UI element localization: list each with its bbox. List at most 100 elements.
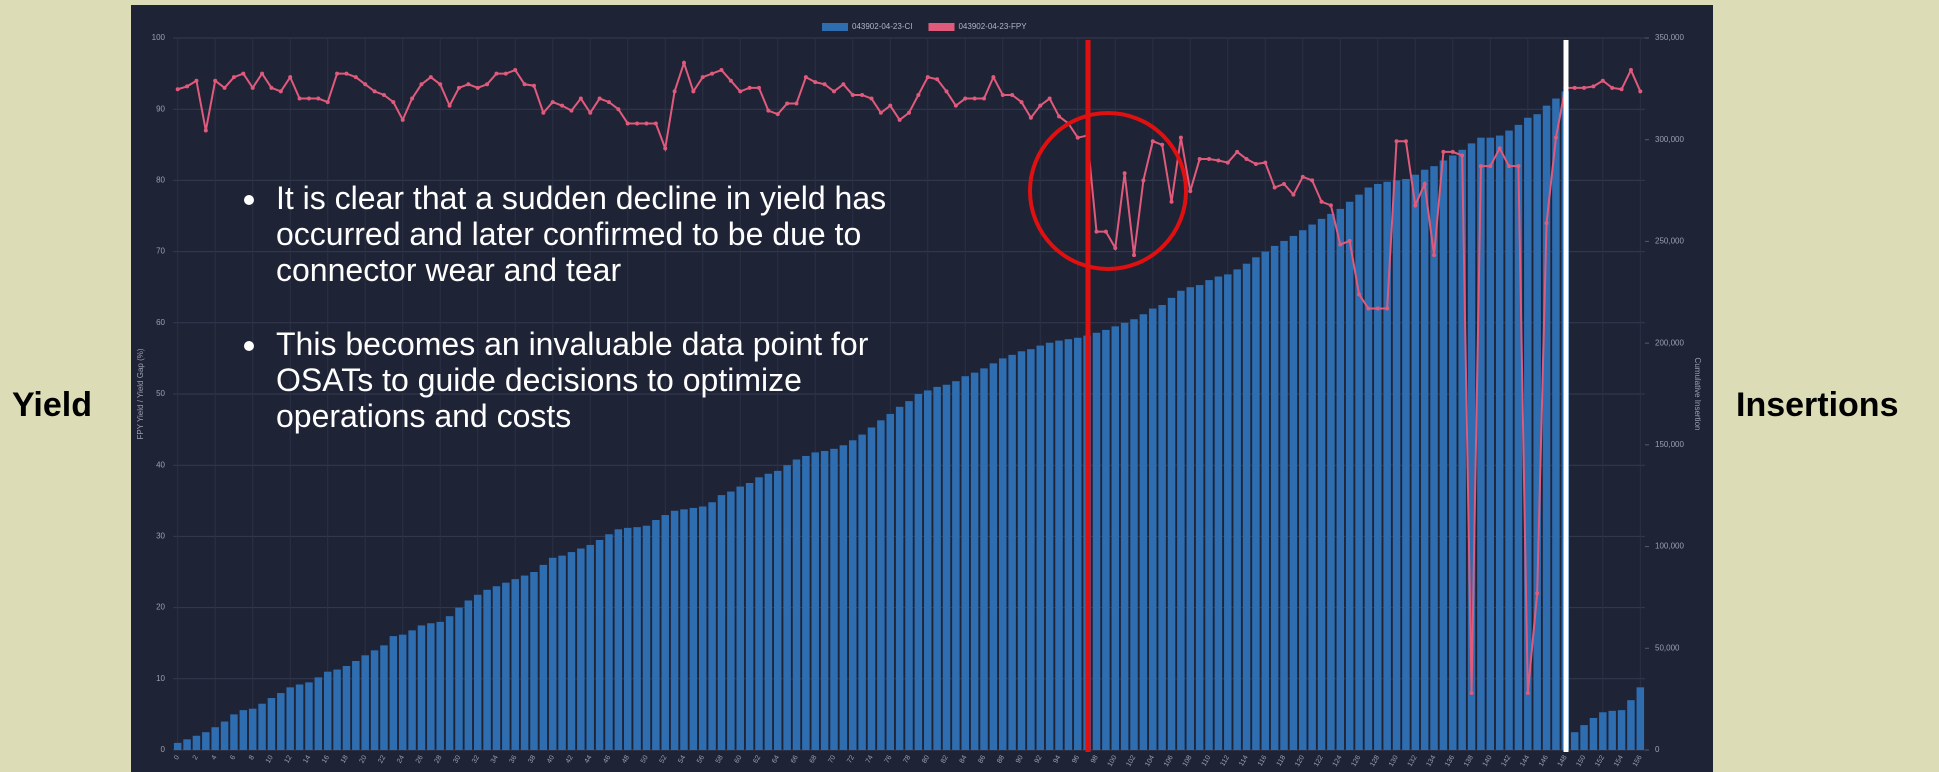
bar (895, 406, 904, 750)
bullets: It is clear that a sudden decline in yie… (240, 180, 920, 472)
bar (492, 586, 501, 750)
x-tick-label: 26 (415, 754, 425, 764)
line-marker (503, 71, 508, 76)
line-marker (541, 110, 546, 115)
x-tick-label: 20 (359, 754, 369, 764)
x-tick-label: 58 (715, 754, 725, 764)
line-marker (616, 107, 621, 112)
bar (1299, 230, 1307, 751)
bar (1027, 349, 1035, 750)
bar (436, 621, 444, 750)
bar (539, 564, 548, 750)
bar (248, 708, 257, 750)
x-tick-label: 32 (471, 754, 481, 764)
line-marker (213, 78, 218, 83)
bar (370, 650, 379, 750)
line-marker (288, 75, 293, 80)
line-marker (194, 78, 199, 83)
bar (633, 527, 641, 750)
line-marker (653, 121, 658, 126)
x-tick-label: 96 (1071, 754, 1081, 764)
line-marker (1150, 139, 1155, 144)
bar (1580, 725, 1588, 750)
line-marker (1038, 103, 1043, 108)
bar (886, 413, 894, 750)
line-marker (1516, 164, 1521, 169)
line-marker (1478, 164, 1483, 169)
bar (1158, 305, 1166, 750)
line-marker (1488, 164, 1493, 169)
line-marker (1094, 229, 1099, 234)
bar (1167, 297, 1176, 750)
right-label: Insertions (1736, 386, 1899, 424)
line-marker (1047, 96, 1052, 101)
line-marker (1178, 135, 1183, 140)
line-marker (531, 83, 536, 88)
bar (389, 636, 398, 750)
bar (398, 634, 407, 750)
bar (1214, 276, 1223, 750)
line-marker (1291, 192, 1296, 197)
line-marker (813, 80, 818, 85)
line-marker (1394, 139, 1399, 144)
x-tick-label: 74 (865, 754, 875, 764)
line-marker (1403, 139, 1408, 144)
line-marker (1141, 178, 1146, 183)
line-marker (719, 68, 724, 73)
bar (1177, 290, 1185, 750)
bar (1055, 340, 1063, 750)
left-label: Yield (12, 386, 92, 424)
line-marker (363, 82, 368, 87)
bar (717, 495, 726, 750)
x-tick-label: 90 (1015, 754, 1025, 764)
line-marker (381, 92, 386, 97)
line-marker (231, 75, 236, 80)
line-marker (982, 96, 987, 101)
bar (1430, 166, 1438, 750)
line-marker (578, 96, 583, 101)
bar (1252, 257, 1260, 750)
x-tick-label: 16 (321, 754, 331, 764)
line-marker (953, 103, 958, 108)
bar (408, 630, 416, 750)
legend-label: 043902-04-23-CI (852, 22, 912, 31)
x-tick-label: 60 (734, 754, 744, 764)
line-marker (991, 75, 996, 80)
line-marker (747, 85, 752, 90)
bar (1280, 240, 1288, 751)
line-marker (1225, 160, 1230, 165)
bar (1120, 322, 1129, 750)
x-tick-label: 88 (996, 754, 1006, 764)
line-marker (1544, 221, 1549, 226)
line-marker (250, 85, 255, 90)
bar (1420, 169, 1429, 751)
bar (1064, 339, 1073, 750)
bar (1008, 354, 1016, 750)
bar (295, 684, 304, 750)
bar (1224, 274, 1232, 750)
line-marker (1197, 157, 1202, 162)
line-marker (710, 71, 715, 76)
line-marker (372, 89, 377, 94)
y-tick-label: 60 (156, 318, 165, 327)
line-marker (1450, 149, 1455, 154)
line-marker (438, 82, 443, 87)
x-tick-label: 114 (1238, 754, 1250, 767)
line-marker (1103, 229, 1108, 234)
line-marker (878, 110, 883, 115)
bar (417, 625, 426, 750)
line-marker (335, 71, 340, 76)
line-marker (410, 96, 415, 101)
bar (708, 502, 716, 750)
bar (567, 552, 576, 750)
bar (342, 665, 351, 750)
line-marker (353, 75, 358, 80)
bar (605, 534, 613, 750)
x-tick-label: 128 (1369, 754, 1381, 768)
line-marker (494, 71, 499, 76)
bar (258, 703, 266, 750)
line-marker (1272, 185, 1277, 190)
line-marker (1553, 135, 1558, 140)
line-marker (963, 96, 968, 101)
